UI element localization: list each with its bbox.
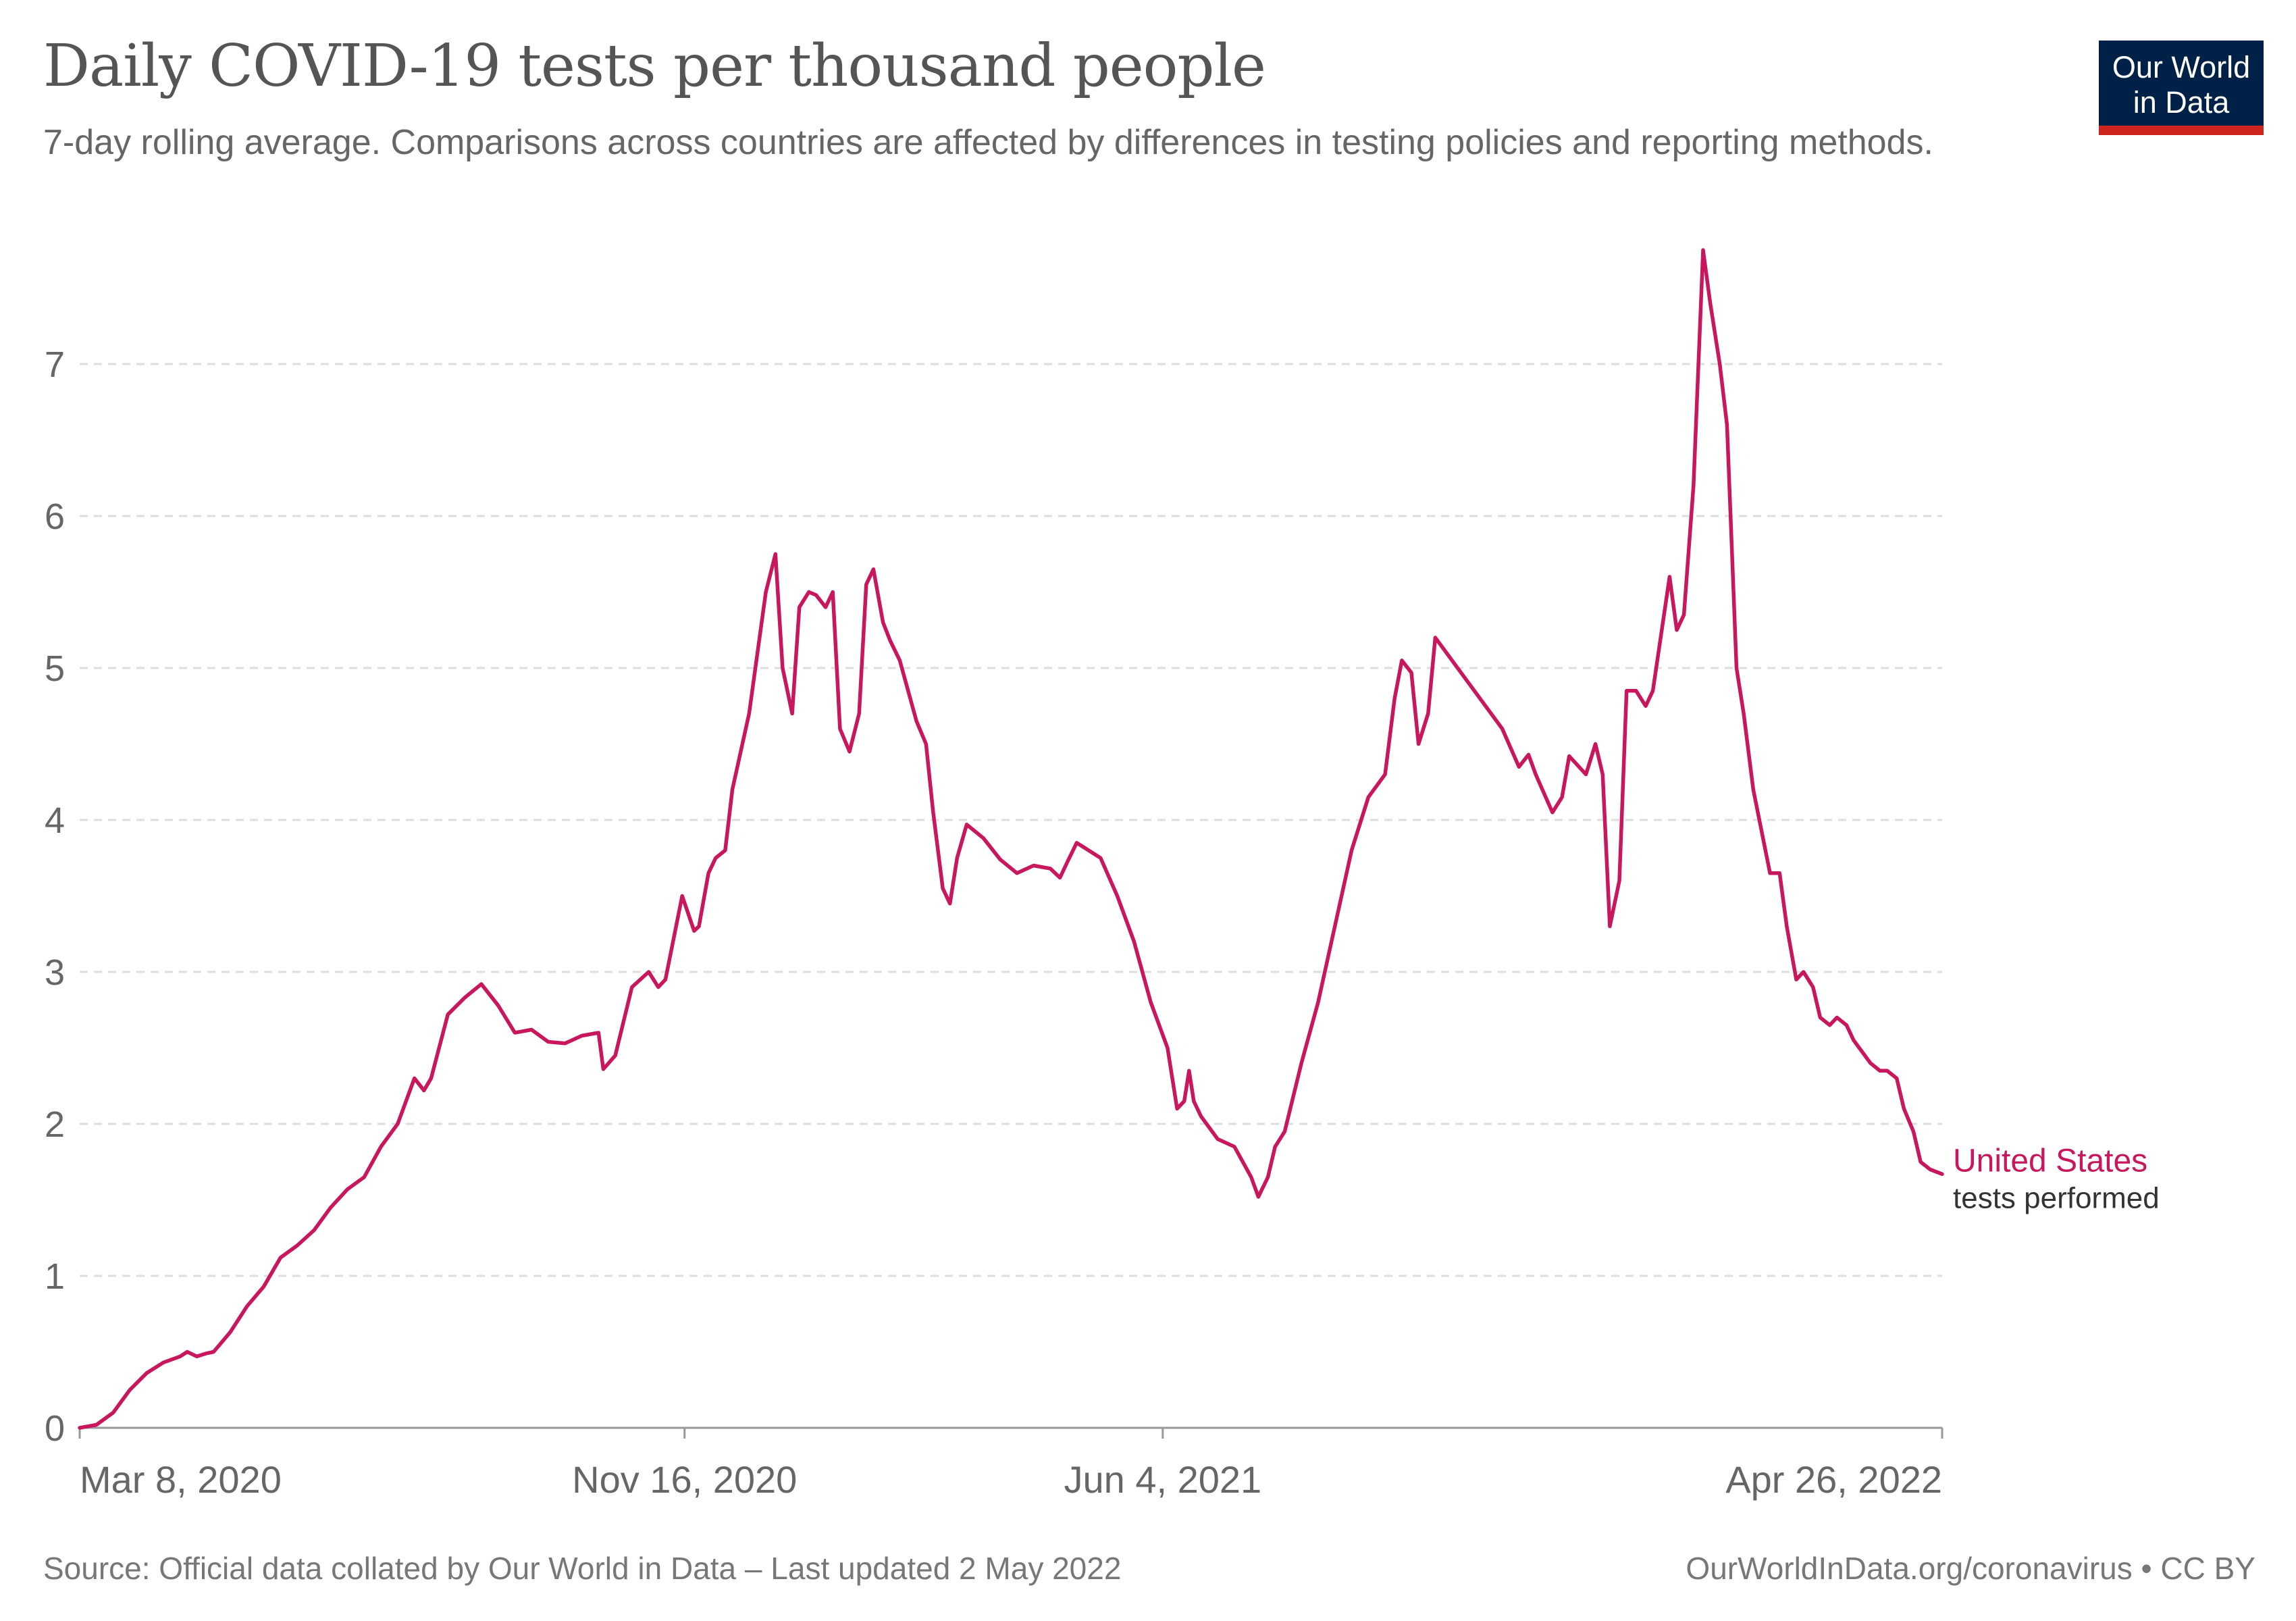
gridlines [80,363,1942,1277]
logo-line-1: Our World [2112,50,2251,84]
series-sublabel: tests performed [1953,1181,2160,1214]
y-axis: 0 1 2 3 4 5 6 7 [45,344,65,1449]
y-tick-label: 3 [45,952,65,993]
source-note: Source: Official data collated by Our Wo… [43,1551,1122,1586]
y-tick-label: 2 [45,1104,65,1145]
y-tick-label: 6 [45,496,65,537]
chart-title: Daily COVID-19 tests per thousand people [43,32,1266,100]
chart-subtitle: 7-day rolling average. Comparisons acros… [43,123,1933,162]
x-tick-label: Jun 4, 2021 [1064,1458,1261,1501]
logo-line-2: in Data [2133,85,2230,120]
license-link[interactable]: OurWorldInData.org/coronavirus • CC BY [1686,1551,2255,1586]
x-axis: Mar 8, 2020 Nov 16, 2020 Jun 4, 2021 Apr 26… [78,1426,1943,1501]
owid-logo[interactable]: Our World in Data [2099,41,2264,135]
y-tick-label: 7 [45,344,65,385]
series-layer [78,248,1944,1430]
y-tick-label: 0 [45,1408,65,1449]
y-tick-label: 4 [45,800,65,841]
series-line[interactable] [78,248,1944,1430]
x-tick-label: Nov 16, 2020 [572,1458,797,1501]
x-tick-label: Mar 8, 2020 [80,1458,282,1501]
y-tick-label: 5 [45,648,65,689]
x-tick-label: Apr 26, 2022 [1725,1458,1942,1501]
y-tick-label: 1 [45,1256,65,1297]
series-name-label: United States [1953,1143,2147,1179]
